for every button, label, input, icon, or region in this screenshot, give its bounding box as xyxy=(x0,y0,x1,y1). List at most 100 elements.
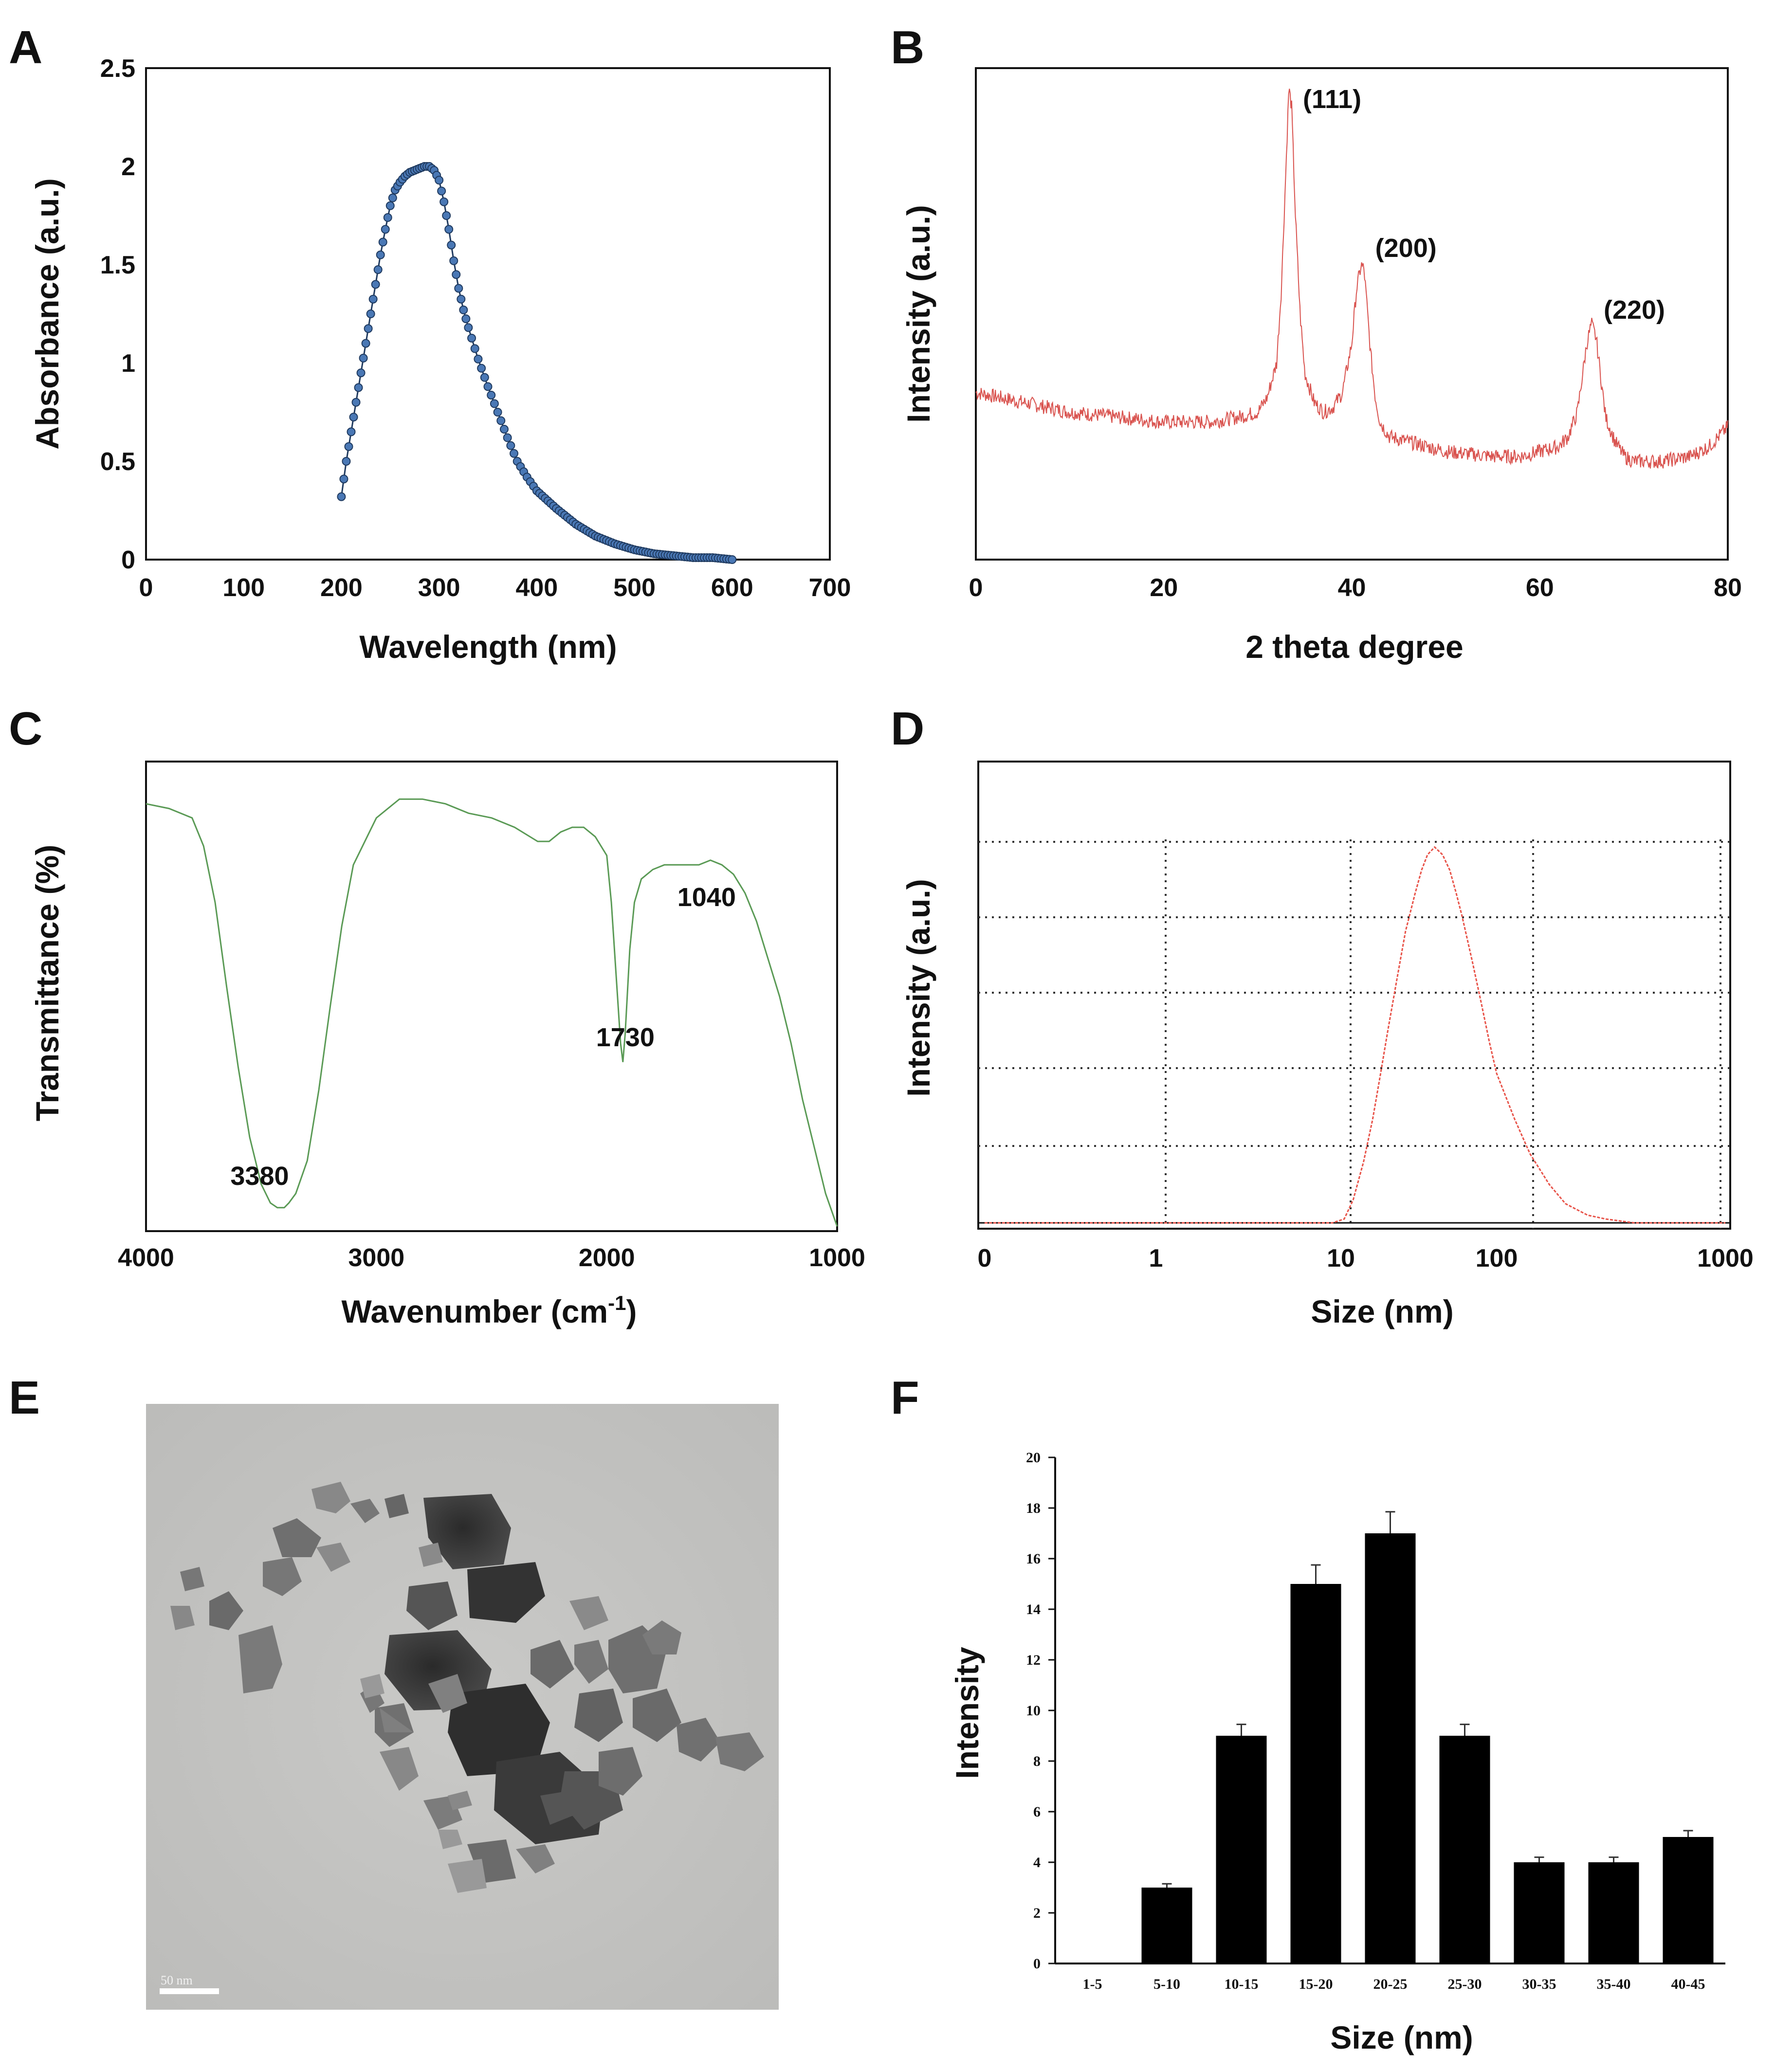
panel-a-y-tick: 1.5 xyxy=(100,251,135,279)
panel-a-data-point xyxy=(344,442,353,451)
panel-b-xrd-chart: 0 20 40 60 80 (111) (200) (220) 2 theta degree… xyxy=(900,67,1742,665)
panel-a-data-point xyxy=(487,390,496,400)
panel-c-x-axis-label-end: ) xyxy=(626,1293,637,1329)
panel-a-data-point xyxy=(356,368,366,378)
panel-f-y-tick: 20 xyxy=(1026,1450,1041,1466)
panel-b-peak-label: (111) xyxy=(1303,85,1361,114)
panel-f-x-tick: 10-15 xyxy=(1225,1976,1259,1992)
panel-d-x-tick: 1000 xyxy=(1697,1244,1754,1272)
panel-a-data-point xyxy=(480,373,489,382)
panel-c-series-line xyxy=(146,798,838,1227)
panel-e-tem-image: 50 nm xyxy=(146,1404,779,2010)
panel-a-data-point xyxy=(373,265,383,274)
panel-a-data-point xyxy=(385,201,395,210)
panel-a-data-point xyxy=(361,339,370,348)
panel-f-y-tick: 2 xyxy=(1033,1905,1041,1921)
panel-a-data-point xyxy=(447,240,456,250)
panel-a-data-point xyxy=(449,256,458,265)
panel-a-data-point xyxy=(351,398,361,407)
panel-b-x-tick: 60 xyxy=(1526,574,1554,602)
panel-f-bar xyxy=(1514,1862,1565,1963)
panel-b-y-axis-label: Intensity (a.u.) xyxy=(900,205,936,422)
panel-a-data-point xyxy=(467,333,476,343)
panel-b-peak-label: (200) xyxy=(1375,234,1437,263)
panel-a-data-point xyxy=(510,449,519,458)
panel-f-bar xyxy=(1216,1736,1267,1963)
panel-a-y-tick: 2.5 xyxy=(100,55,135,83)
panel-f-x-tick: 30-35 xyxy=(1522,1976,1556,1992)
panel-letter-a: A xyxy=(9,21,42,73)
panel-a-data-point xyxy=(364,324,373,333)
panel-d-dls-chart: 0 1 10 100 1000 Size (nm) Intensity (a.u.) xyxy=(900,761,1754,1329)
panel-a-data-point xyxy=(728,555,737,564)
panel-f-y-tick: 0 xyxy=(1033,1956,1041,1972)
panel-c-x-axis-label-text: Wavenumber (cm xyxy=(341,1293,608,1329)
panel-a-data-point xyxy=(437,186,446,196)
small-particles xyxy=(170,1482,472,1849)
panel-f-x-tick: 35-40 xyxy=(1597,1976,1631,1992)
panel-b-x-tick: 40 xyxy=(1338,574,1366,602)
panel-c-peak-label: 1040 xyxy=(677,883,736,912)
panel-a-data-point xyxy=(337,492,346,501)
panel-a-data-point xyxy=(454,284,463,293)
panel-a-data-point xyxy=(368,294,378,304)
panel-d-series-line xyxy=(985,846,1725,1224)
panel-c-y-axis-label: Transmittance (%) xyxy=(29,845,65,1121)
panel-f-y-tick: 12 xyxy=(1026,1652,1041,1668)
panel-a-data-point xyxy=(452,270,461,279)
panel-f-x-tick: 40-45 xyxy=(1671,1976,1705,1992)
panel-d-x-tick: 100 xyxy=(1476,1244,1518,1272)
panel-a-data-point xyxy=(477,364,486,373)
panel-f-x-tick: 15-20 xyxy=(1299,1976,1333,1992)
panel-c-x-tick: 4000 xyxy=(118,1244,174,1272)
nanoparticle-cluster xyxy=(360,1494,764,1893)
panel-a-data-point xyxy=(349,413,358,422)
panel-a-data-point xyxy=(483,382,493,391)
panel-a-x-tick: 400 xyxy=(515,574,558,602)
panel-b-x-tick: 20 xyxy=(1150,574,1178,602)
panel-a-data-point xyxy=(383,213,392,222)
panel-f-bar xyxy=(1365,1533,1416,1963)
panel-a-data-point xyxy=(378,237,387,247)
panel-a-data-point xyxy=(339,474,348,484)
panel-d-plot-frame xyxy=(977,761,1731,1230)
panel-f-x-axis-label: Size (nm) xyxy=(1330,2019,1473,2055)
panel-b-x-axis-label: 2 theta degree xyxy=(1245,629,1464,665)
panel-f-x-tick: 25-30 xyxy=(1448,1976,1482,1992)
panel-f-size-histogram: 0 2 4 6 8 10 12 14 16 18 20 1-5 5-10 10-15 15-20 20-25… xyxy=(949,1450,1725,2055)
panel-d-x-axis-label: Size (nm) xyxy=(1311,1293,1453,1329)
panel-letter-d: D xyxy=(891,703,924,755)
panel-a-data-point xyxy=(376,250,385,259)
panel-f-y-axis-label: Intensity xyxy=(949,1647,985,1779)
panel-c-x-axis-label: Wavenumber (cm-1) xyxy=(341,1291,637,1329)
panel-a-y-tick: 2 xyxy=(121,153,135,181)
panel-a-y-tick: 0 xyxy=(121,546,135,574)
panel-a-data-point xyxy=(366,309,375,318)
panel-a-x-tick: 500 xyxy=(613,574,656,602)
panel-a-x-tick: 200 xyxy=(320,574,363,602)
panel-a-data-point xyxy=(490,399,499,408)
panel-f-x-tick: 1-5 xyxy=(1083,1976,1102,1992)
panel-a-data-point xyxy=(496,416,506,425)
panel-letter-e: E xyxy=(9,1372,40,1424)
panel-c-peak-label: 3380 xyxy=(230,1162,289,1191)
panel-a-data-point xyxy=(503,433,512,442)
panel-f-y-tick: 16 xyxy=(1026,1551,1041,1567)
panel-c-ftir-chart: 4000 3000 2000 1000 3380 1730 1040 Wavenumber… xyxy=(29,761,865,1329)
panel-a-x-tick: 0 xyxy=(139,574,153,602)
panel-f-y-tick: 18 xyxy=(1026,1500,1041,1516)
panel-f-bar xyxy=(1439,1736,1490,1963)
panel-a-data-point xyxy=(354,383,363,392)
panel-letter-c: C xyxy=(9,703,42,755)
panel-b-series-line xyxy=(975,89,1728,469)
panel-a-x-axis-label: Wavelength (nm) xyxy=(359,629,617,665)
panel-f-y-tick: 14 xyxy=(1026,1601,1041,1618)
panel-a-data-point xyxy=(464,323,473,332)
panel-c-x-axis-label-sup: -1 xyxy=(608,1291,626,1314)
panel-a-data-point xyxy=(359,353,368,363)
panel-f-y-tick: 6 xyxy=(1033,1804,1041,1820)
panel-a-data-point xyxy=(459,305,468,314)
panel-a-plot-frame xyxy=(145,67,831,561)
panel-c-x-tick: 3000 xyxy=(348,1244,404,1272)
